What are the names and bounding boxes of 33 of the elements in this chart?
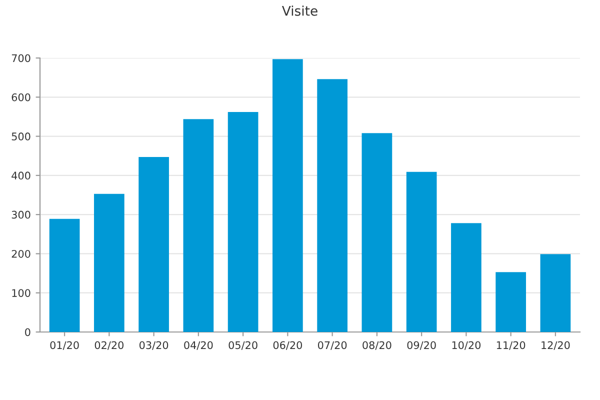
bar [49,218,80,332]
bar [406,172,437,332]
bar [138,157,169,332]
x-tick-label: 02/20 [94,341,124,350]
y-tick-label: 0 [25,328,30,336]
bar [451,223,482,332]
y-tick-label: 200 [12,250,30,258]
bar [362,133,392,332]
x-tick-label: 10/20 [452,341,481,350]
x-tick-label: 04/20 [184,341,213,350]
x-tick-label: 01/20 [50,341,79,350]
x-tick-label: 05/20 [228,341,258,350]
bar [183,119,214,332]
bar [496,272,526,332]
x-tick-label: 06/20 [273,341,302,350]
y-tick-label: 600 [12,93,30,102]
bar [228,112,258,332]
bar [94,194,124,332]
y-tick-label: 300 [12,210,30,219]
y-tick-label: 400 [12,172,30,180]
x-tick-label: 12/20 [542,341,570,350]
y-tick-label: 700 [12,54,30,62]
x-tick-label: 08/20 [362,341,392,350]
y-tick-label: 100 [12,289,30,297]
x-tick-label: 03/20 [139,341,168,350]
chart-title: Visite [282,6,318,16]
x-tick-label: 11/20 [496,341,526,350]
y-tick-label: 500 [12,132,30,140]
bar [317,79,348,332]
x-tick-label: 07/20 [318,341,347,350]
bar [272,59,303,332]
x-tick-label: 09/20 [407,341,436,350]
bar [540,254,571,332]
